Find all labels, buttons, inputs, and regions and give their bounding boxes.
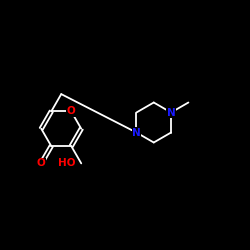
Text: N: N: [132, 128, 141, 138]
Text: O: O: [37, 158, 46, 168]
Text: HO: HO: [58, 158, 75, 168]
Text: O: O: [67, 106, 76, 117]
Text: N: N: [167, 108, 175, 118]
